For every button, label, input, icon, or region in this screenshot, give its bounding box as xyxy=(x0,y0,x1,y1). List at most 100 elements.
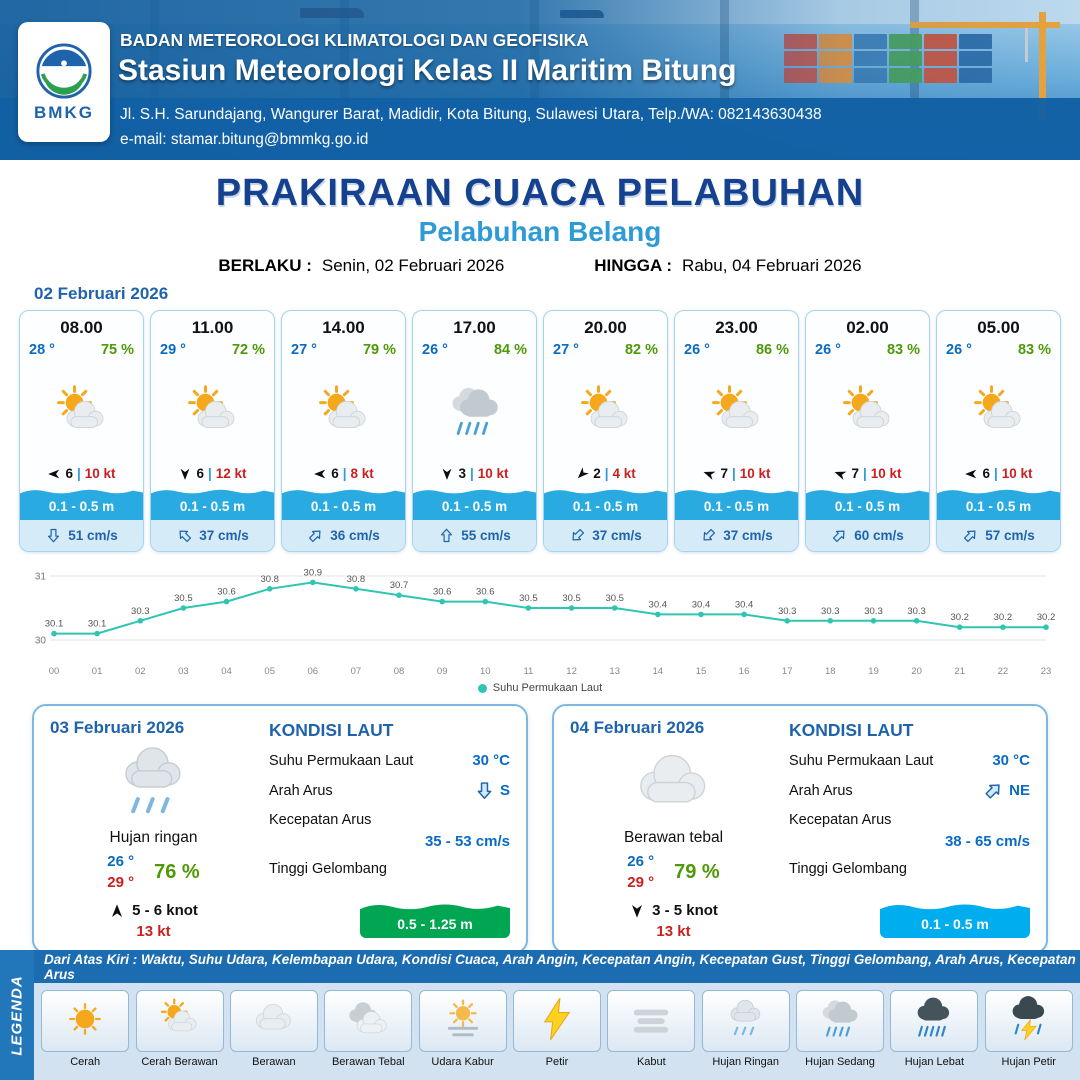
weather-icon-cerah-berawan xyxy=(20,358,143,466)
daily-summary: 03 Februari 2026 Hujan ringan 26 ° 29 ° 76 … xyxy=(50,718,257,940)
daily-forecast-card: 04 Februari 2026 Berawan tebal 26 ° 29 ° 79… xyxy=(552,704,1048,954)
current-direction-icon xyxy=(474,780,495,801)
weather-icon-cerah-berawan xyxy=(937,358,1060,466)
wind-gust-separator: | xyxy=(993,466,998,481)
svg-text:03: 03 xyxy=(178,666,189,677)
legend-footer: LEGENDA Dari Atas Kiri : Waktu, Suhu Uda… xyxy=(0,950,1080,1080)
forecast-time: 05.00 xyxy=(977,318,1020,337)
svg-text:30.1: 30.1 xyxy=(45,619,64,630)
tinggi-gelombang-label: Tinggi Gelombang xyxy=(789,861,907,877)
svg-text:30: 30 xyxy=(35,636,47,647)
forecast-time: 20.00 xyxy=(584,318,627,337)
berlaku-value: Senin, 02 Februari 2026 xyxy=(321,256,505,275)
wave-height-band: 0.1 - 0.5 m xyxy=(413,487,536,520)
temp-min-max: 26 ° 29 ° xyxy=(107,851,134,895)
current-speed: 37 cm/s xyxy=(592,528,642,543)
current-row: 37 cm/s xyxy=(675,520,798,551)
wind-speed: 6 xyxy=(331,466,339,481)
svg-text:02: 02 xyxy=(135,666,146,677)
temps-row: 26 ° 29 ° 79 % xyxy=(570,851,777,895)
svg-text:30.2: 30.2 xyxy=(1037,612,1056,623)
weather-condition: Berawan tebal xyxy=(623,828,724,846)
temp-humidity-row: 26 ° 83 % xyxy=(806,338,929,358)
legend-item-cerah-berawan: Cerah Berawan xyxy=(135,990,224,1068)
wind-direction-icon xyxy=(440,467,454,481)
legend-item-hujan-petir: Hujan Petir xyxy=(984,990,1073,1068)
svg-text:30.6: 30.6 xyxy=(433,587,452,598)
temp-min: 26 ° xyxy=(107,852,135,870)
weather-icon-berawan xyxy=(251,996,297,1047)
hourly-forecast-card: 05.00 26 ° 83 % 6 | 10 kt 0.1 - 0.5 m 57 cm/s xyxy=(936,310,1061,552)
legend-icon-box xyxy=(890,990,979,1052)
relative-humidity: 83 % xyxy=(1017,342,1051,358)
hourly-forecast-card: 20.00 27 ° 82 % 2 | 4 kt 0.1 - 0.5 m 37 cm/s xyxy=(543,310,668,552)
tinggi-gelombang-row: Tinggi Gelombang xyxy=(269,861,510,877)
wave-height-value: 0.1 - 0.5 m xyxy=(20,498,143,520)
wave-height-value: 0.1 - 0.5 m xyxy=(675,498,798,520)
current-direction-icon xyxy=(697,523,721,547)
tinggi-gelombang-label: Tinggi Gelombang xyxy=(269,861,387,877)
wave-height-band: 0.1 - 0.5 m xyxy=(806,487,929,520)
legend-label: Cerah Berawan xyxy=(141,1056,218,1068)
weather-icon-hujan-sedang xyxy=(413,358,536,466)
wave-height-graphic: 0.1 - 0.5 m xyxy=(880,901,1030,938)
svg-text:08: 08 xyxy=(394,666,405,677)
current-row: 36 cm/s xyxy=(282,520,405,551)
air-temperature: 28 ° xyxy=(29,342,55,358)
legend-label: Petir xyxy=(545,1056,569,1068)
weather-icon-hujan-sedang xyxy=(817,996,863,1047)
wind-direction-icon xyxy=(629,903,645,919)
wind-speed: 7 xyxy=(851,466,859,481)
svg-text:30.3: 30.3 xyxy=(131,606,150,617)
relative-humidity: 72 % xyxy=(231,342,265,358)
current-direction-icon xyxy=(566,523,590,547)
wind-direction-icon xyxy=(313,467,327,481)
wave-height-value: 0.1 - 0.5 m xyxy=(282,498,405,520)
weather-icon-berawan xyxy=(570,738,777,829)
wind-gust-separator: | xyxy=(207,466,212,481)
legend-item-hujan-sedang: Hujan Sedang xyxy=(796,990,885,1068)
svg-text:18: 18 xyxy=(825,666,836,677)
svg-text:30.5: 30.5 xyxy=(174,593,193,604)
wave-height-band: 0.1 - 0.5 m xyxy=(937,487,1060,520)
svg-text:30.5: 30.5 xyxy=(562,593,581,604)
sea-conditions: KONDISI LAUT Suhu Permukaan Laut 30 °C Arah… xyxy=(789,718,1030,940)
legend-label: Udara Kabur xyxy=(431,1056,494,1068)
wind-row: 6 | 8 kt xyxy=(282,466,405,487)
legend-item-kabut: Kabut xyxy=(607,990,696,1068)
temp-humidity-row: 27 ° 82 % xyxy=(544,338,667,358)
relative-humidity: 76 % xyxy=(154,860,200,883)
berlaku-label: BERLAKU : xyxy=(218,256,312,275)
legend-icon-box xyxy=(418,990,507,1052)
legenda-vertical-label: LEGENDA xyxy=(8,974,26,1056)
legend-icon-box xyxy=(41,990,130,1052)
current-speed: 36 cm/s xyxy=(330,528,380,543)
weather-icon-hujan-petir xyxy=(1006,995,1052,1047)
sst-row: Suhu Permukaan Laut 30 °C xyxy=(269,752,510,769)
forecast-time: 11.00 xyxy=(191,318,234,337)
title-block: PRAKIRAAN CUACA PELABUHAN Pelabuhan Bela… xyxy=(0,160,1080,276)
arah-arus-row: Arah Arus NE xyxy=(789,780,1030,801)
wind-direction-icon xyxy=(831,465,849,483)
gust-speed: 10 kt xyxy=(870,466,902,481)
wind-speed: 6 xyxy=(65,466,73,481)
legend-label: Kabut xyxy=(636,1056,666,1068)
gust-speed: 8 kt xyxy=(350,466,374,481)
air-temperature: 27 ° xyxy=(291,342,317,358)
arah-arus-row: Arah Arus S xyxy=(269,780,510,801)
legenda-vertical-bar: LEGENDA xyxy=(0,950,34,1080)
sst-label: Suhu Permukaan Laut xyxy=(269,752,414,769)
wind-speed: 6 xyxy=(982,466,990,481)
current-speed: 55 cm/s xyxy=(461,528,511,543)
svg-text:30.5: 30.5 xyxy=(605,593,624,604)
svg-text:17: 17 xyxy=(782,666,793,677)
kondisi-laut-title: KONDISI LAUT xyxy=(789,720,914,740)
port-name: Pelabuhan Belang xyxy=(418,216,662,247)
svg-text:20: 20 xyxy=(911,666,922,677)
legend-icon-box xyxy=(607,990,696,1052)
svg-text:23: 23 xyxy=(1041,666,1052,677)
daily-cards-row: 03 Februari 2026 Hujan ringan 26 ° 29 ° 76 … xyxy=(0,694,1080,954)
hourly-forecast-card: 11.00 29 ° 72 % 6 | 12 kt 0.1 - 0.5 m 37 cm/s xyxy=(150,310,275,552)
legend-item-hujan-lebat: Hujan Lebat xyxy=(890,990,979,1068)
current-speed-range: 35 - 53 cm/s xyxy=(424,833,510,850)
